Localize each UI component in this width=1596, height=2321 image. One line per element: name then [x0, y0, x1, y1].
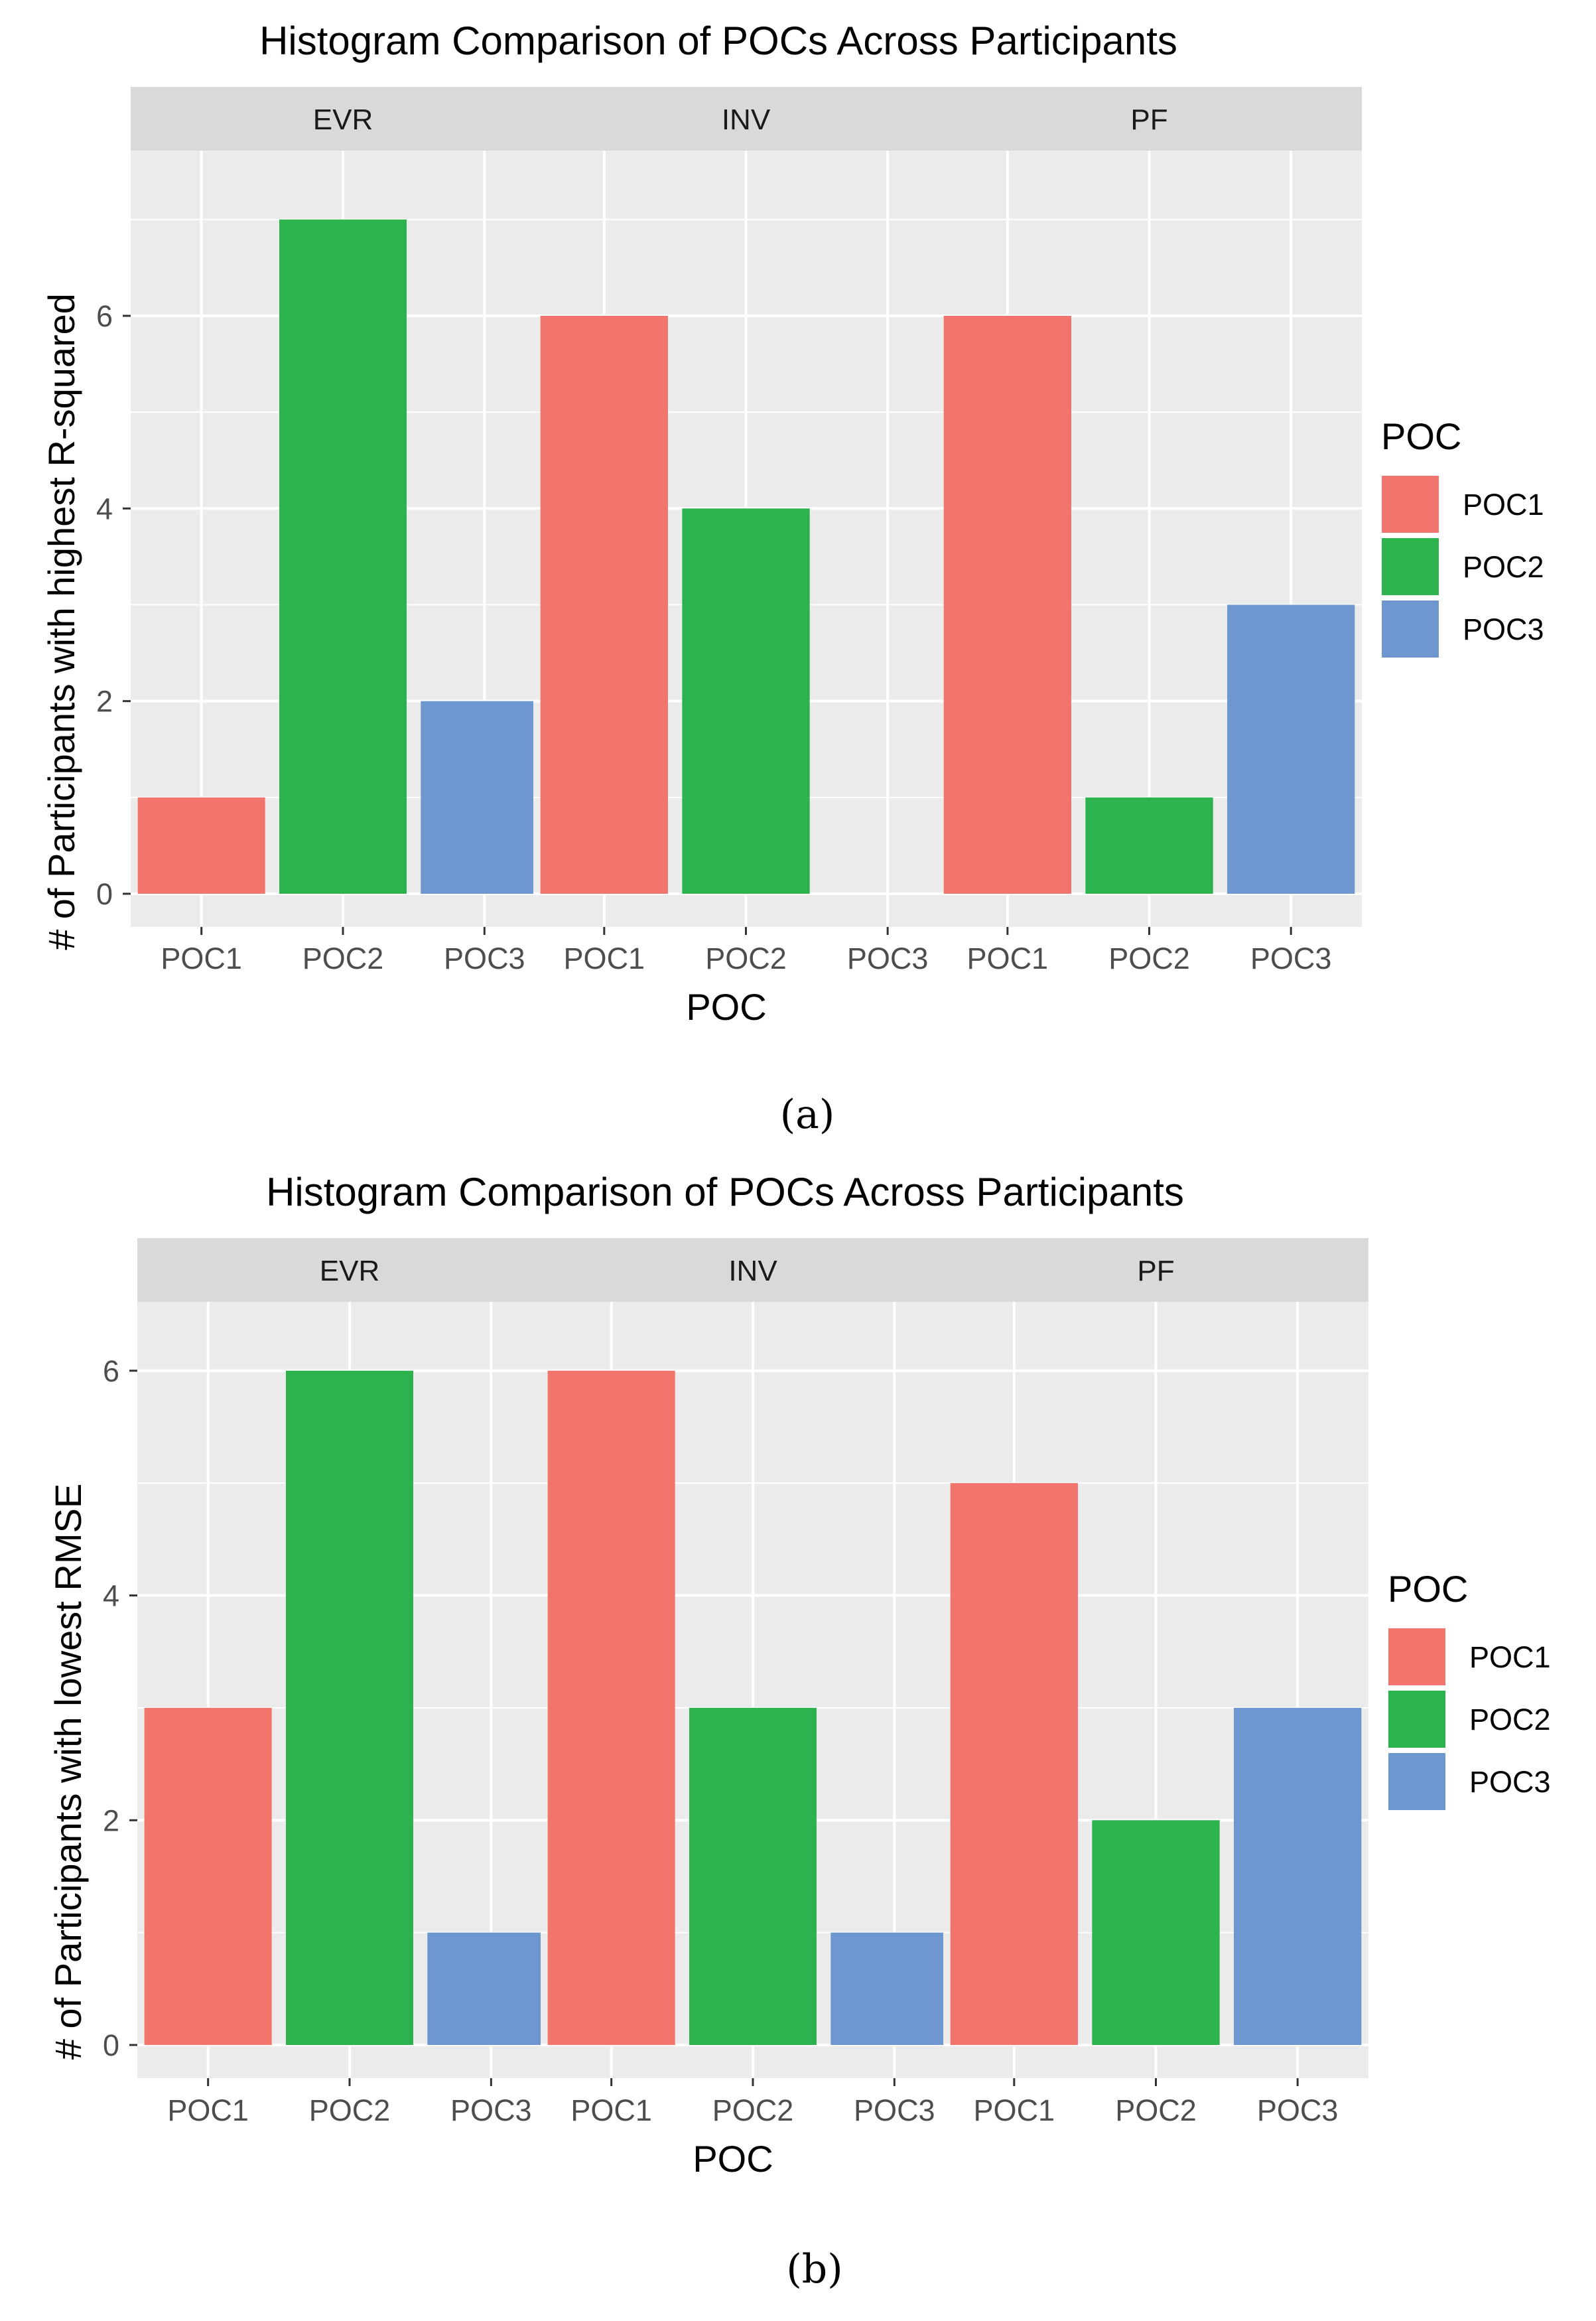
- legend-key-poc1: [1382, 476, 1439, 533]
- caption: (b): [786, 2246, 842, 2292]
- y-tick-label: 0: [103, 2028, 119, 2062]
- legend-key-poc2: [1388, 1691, 1445, 1748]
- x-tick-label: POC2: [1108, 942, 1190, 975]
- legend-title: POC: [1388, 1568, 1468, 1610]
- bar-evr-poc2: [279, 219, 407, 894]
- x-tick-label: POC1: [967, 942, 1049, 975]
- facet-strip-label: PF: [1137, 1255, 1174, 1287]
- facet-strip-label: EVR: [313, 104, 373, 136]
- bar-inv-poc1: [540, 315, 668, 894]
- legend: POC1 POC2 POC3: [1388, 1628, 1551, 1810]
- facet-evr: EVR POC1 POC2 POC3: [131, 87, 555, 975]
- y-tick-label: 2: [96, 685, 113, 719]
- x-tick-label: POC1: [161, 942, 242, 975]
- bar-evr-poc3: [421, 701, 549, 894]
- bar-pf-poc2: [1085, 797, 1213, 894]
- facet-strip: [131, 87, 555, 151]
- bar-evr-poc3: [427, 1932, 555, 2045]
- x-axis-title: POC: [693, 2138, 773, 2180]
- y-axis-title: # of Participants with lowest RMSE: [47, 1484, 89, 2060]
- x-tick-label: POC2: [712, 2093, 794, 2127]
- y-axis-title: # of Participants with highest R-squared: [40, 293, 82, 950]
- x-tick-label: POC2: [309, 2093, 391, 2127]
- chart-title: Histogram Comparison of POCs Across Part…: [266, 1170, 1184, 1214]
- legend-title: POC: [1381, 415, 1461, 457]
- chart-b: Histogram Comparison of POCs Across Part…: [47, 1170, 1551, 2292]
- bar-inv-poc2: [682, 508, 810, 894]
- legend-key-poc2: [1382, 538, 1439, 595]
- facet-strip: [937, 87, 1362, 151]
- legend-label: POC3: [1469, 1765, 1551, 1799]
- y-tick-label: 6: [103, 1354, 119, 1388]
- x-tick-label: POC1: [167, 2093, 249, 2127]
- bar-inv-poc2: [689, 1707, 817, 2045]
- bar-inv-poc1: [547, 1370, 675, 2045]
- bar-evr-poc1: [144, 1707, 272, 2045]
- bar-pf-poc1: [943, 315, 1071, 894]
- facet-inv: INV POC1 POC2 POC3: [541, 1238, 965, 2127]
- x-tick-label: POC3: [847, 942, 929, 975]
- facet-inv: INV POC1 POC2 POC3: [533, 87, 959, 975]
- bar-pf-poc3: [1234, 1707, 1362, 2045]
- x-tick-label: POC1: [974, 2093, 1055, 2127]
- y-tick-label: 0: [96, 877, 113, 911]
- y-tick-label: 4: [96, 492, 113, 526]
- x-tick-label: POC1: [564, 942, 645, 975]
- legend-label: POC2: [1469, 1703, 1551, 1736]
- legend-key-poc3: [1388, 1753, 1445, 1810]
- x-tick-label: POC3: [444, 942, 525, 975]
- legend-label: POC1: [1463, 488, 1544, 522]
- y-tick-label: 2: [103, 1803, 119, 1837]
- facet-strip: [533, 87, 959, 151]
- x-tick-label: POC3: [1250, 942, 1332, 975]
- facet-pf: PF POC1 POC2 POC3: [943, 1238, 1368, 2127]
- facet-strip-label: INV: [722, 104, 771, 136]
- bar-inv-poc3: [831, 1932, 959, 2045]
- facet-strip-label: EVR: [320, 1255, 379, 1287]
- facet-panels: 0 2 4 6 EVR POC1 POC2 POC3 INV POC1 POC2 POC3 PF POC1…: [96, 87, 1362, 975]
- x-tick-label: POC2: [705, 942, 787, 975]
- legend-label: POC3: [1463, 612, 1544, 646]
- facet-evr: EVR POC1 POC2 POC3: [137, 1238, 562, 2127]
- bar-pf-poc3: [1227, 604, 1355, 894]
- x-tick-label: POC2: [1115, 2093, 1197, 2127]
- bar-evr-poc1: [137, 797, 265, 894]
- facet-strip-label: INV: [728, 1255, 777, 1287]
- x-tick-label: POC1: [570, 2093, 652, 2127]
- facet-panels: 0 2 4 6 EVR POC1 POC2 POC3 INV POC1 POC2 POC3 PF POC1…: [103, 1238, 1368, 2127]
- x-tick-label: POC2: [302, 942, 384, 975]
- x-axis-title: POC: [686, 986, 766, 1028]
- facet-strip: [943, 1238, 1368, 1302]
- facet-strip: [137, 1238, 562, 1302]
- bar-pf-poc2: [1092, 1820, 1220, 2045]
- y-tick-label: 4: [103, 1579, 119, 1613]
- facet-strip-label: PF: [1130, 104, 1167, 136]
- y-tick-label: 6: [96, 299, 113, 333]
- facet-strip: [541, 1238, 965, 1302]
- chart-a: Histogram Comparison of POCs Across Part…: [40, 19, 1544, 1138]
- legend-key-poc3: [1382, 600, 1439, 658]
- x-tick-label: POC3: [1257, 2093, 1339, 2127]
- x-tick-label: POC3: [854, 2093, 935, 2127]
- x-tick-label: POC3: [450, 2093, 532, 2127]
- legend: POC1 POC2 POC3: [1382, 476, 1544, 658]
- facet-pf: PF POC1 POC2 POC3: [937, 87, 1362, 975]
- legend-label: POC2: [1463, 550, 1544, 584]
- bar-evr-poc2: [286, 1370, 413, 2045]
- bar-pf-poc1: [950, 1483, 1078, 2045]
- legend-key-poc1: [1388, 1628, 1445, 1685]
- legend-label: POC1: [1469, 1640, 1551, 1674]
- chart-title: Histogram Comparison of POCs Across Part…: [259, 19, 1177, 63]
- caption: (a): [780, 1091, 835, 1138]
